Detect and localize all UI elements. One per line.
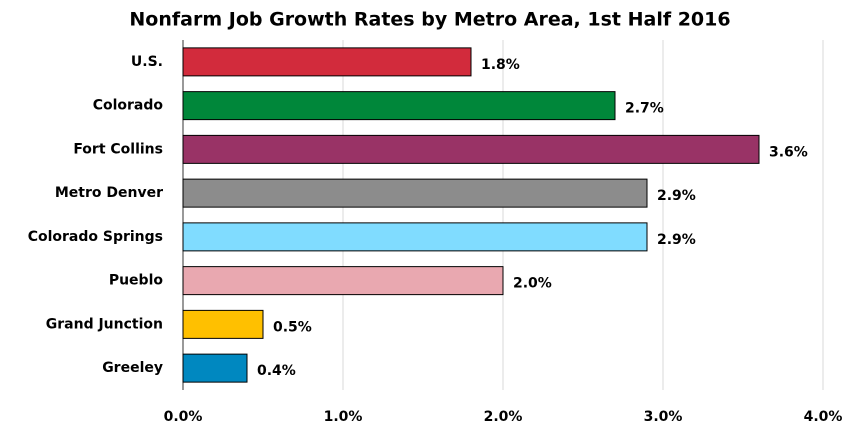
y-tick-label: Pueblo bbox=[109, 273, 164, 289]
y-tick-label: Metro Denver bbox=[55, 185, 163, 201]
value-label: 2.9% bbox=[657, 188, 696, 204]
x-tick-label: 4.0% bbox=[804, 409, 843, 425]
x-tick-label: 2.0% bbox=[484, 409, 523, 425]
chart-title: Nonfarm Job Growth Rates by Metro Area, … bbox=[129, 9, 730, 31]
x-tick-label: 1.0% bbox=[324, 409, 363, 425]
x-tick-label: 3.0% bbox=[644, 409, 683, 425]
y-tick-label: Grand Junction bbox=[46, 316, 163, 332]
bar bbox=[182, 222, 648, 252]
bar bbox=[182, 309, 264, 339]
value-label: 0.5% bbox=[273, 319, 312, 335]
y-tick-label: Colorado Springs bbox=[28, 229, 163, 245]
bar bbox=[182, 178, 648, 208]
value-label: 3.6% bbox=[769, 144, 808, 160]
value-label: 1.8% bbox=[481, 57, 520, 73]
bar bbox=[182, 266, 504, 296]
bar bbox=[182, 353, 248, 383]
y-tick-label: Greeley bbox=[102, 360, 163, 376]
bar bbox=[182, 134, 760, 164]
bar bbox=[182, 47, 472, 77]
y-tick-label: U.S. bbox=[131, 54, 163, 70]
x-tick-label: 0.0% bbox=[164, 409, 203, 425]
y-tick-label: Colorado bbox=[93, 98, 164, 114]
value-label: 2.0% bbox=[513, 276, 552, 292]
value-label: 2.7% bbox=[625, 101, 664, 117]
bar bbox=[182, 91, 616, 121]
y-tick-label: Fort Collins bbox=[73, 141, 163, 157]
value-label: 0.4% bbox=[257, 363, 296, 379]
value-label: 2.9% bbox=[657, 232, 696, 248]
